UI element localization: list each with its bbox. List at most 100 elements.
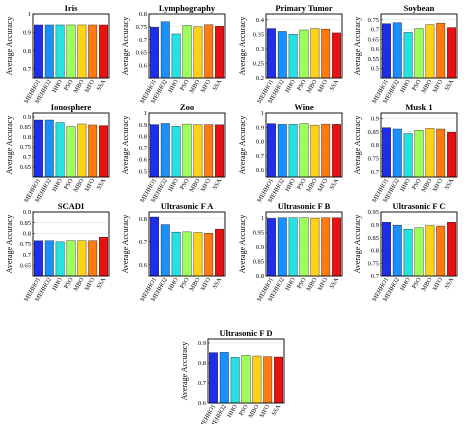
category-label: SSA <box>95 276 107 290</box>
bar-mbo <box>193 232 203 277</box>
category-label: SSA <box>328 78 340 92</box>
category-label: SSA <box>443 276 455 290</box>
bar-pso <box>241 355 251 404</box>
plot-border <box>265 13 343 79</box>
y-tick-label: 0.7 <box>23 154 32 161</box>
y-tick-label: 0.8 <box>256 273 264 280</box>
y-tick-label: 0.9 <box>198 340 206 347</box>
bar-mfo <box>436 22 446 79</box>
y-tick-label: 0.8 <box>371 248 379 255</box>
y-tick-label: 0.85 <box>20 124 31 131</box>
bar-mbo <box>425 24 435 79</box>
bar-ssa <box>215 228 224 277</box>
plot-border <box>207 338 285 404</box>
y-tick-label: 0.7 <box>198 380 207 387</box>
category-label: SSA <box>443 177 455 191</box>
category-label: SSA <box>211 276 223 290</box>
y-tick-label: 0.6 <box>371 46 380 53</box>
bar-hho <box>230 357 240 404</box>
y-axis-label: Average Accuracy <box>238 17 247 76</box>
y-tick-label: 0.65 <box>20 263 31 270</box>
y-tick-label: 0.95 <box>368 209 379 216</box>
y-axis-label: Average Accuracy <box>180 342 189 401</box>
bar-ssa <box>99 236 108 277</box>
y-tick-label: 0.9 <box>371 116 379 123</box>
category-label: MBO <box>420 177 433 193</box>
bar-pso <box>299 29 309 79</box>
y-tick-label: 0.8 <box>23 134 31 141</box>
category-label: HHO <box>284 177 297 193</box>
y-axis-label: Average Accuracy <box>5 215 14 274</box>
category-label: HHO <box>167 78 180 94</box>
bar-ssa <box>215 26 224 79</box>
bar-hho <box>403 228 413 277</box>
category-label: HHO <box>284 276 297 292</box>
y-tick-label: 0.65 <box>368 36 379 43</box>
panel-title: Lymphography <box>159 3 216 13</box>
y-axis-label: Average Accuracy <box>5 17 14 76</box>
bar-pso <box>182 231 192 277</box>
bar-mbo <box>310 28 320 79</box>
bar-mehho2 <box>277 217 287 277</box>
bar-hho <box>403 133 413 178</box>
bar-mehho2 <box>392 225 402 277</box>
category-label: MFO <box>432 177 445 193</box>
category-label: MBO <box>305 78 318 94</box>
y-tick-label: 1 <box>144 110 147 117</box>
bar-mehho2 <box>160 224 170 277</box>
y-tick-label: 0.7 <box>23 252 32 259</box>
y-tick-label: 0.7 <box>371 169 380 176</box>
y-tick-label: 0.85 <box>253 259 264 266</box>
category-label: HHO <box>167 177 180 193</box>
bar-ssa <box>332 217 341 277</box>
bar-mehho1 <box>267 123 276 178</box>
bar-hho <box>55 122 65 178</box>
plot-border <box>265 112 343 178</box>
plot-border <box>148 13 226 79</box>
bar-ssa <box>447 132 456 178</box>
category-label: HHO <box>399 276 412 292</box>
y-tick-label: 0.6 <box>256 167 265 174</box>
bar-ssa <box>99 24 108 79</box>
category-label: HHO <box>284 78 297 94</box>
y-axis-label: Average Accuracy <box>238 116 247 175</box>
bar-mfo <box>204 24 214 79</box>
plot-border <box>32 112 110 178</box>
y-tick-label: 1 <box>261 110 264 117</box>
bar-hho <box>171 231 181 277</box>
y-tick-label: 0.75 <box>368 17 379 24</box>
bar-mehho2 <box>392 22 402 79</box>
panel-title: SCADI <box>58 201 85 211</box>
y-tick-label: 0.9 <box>23 209 31 216</box>
y-tick-label: 0.6 <box>139 62 148 69</box>
category-label: HHO <box>399 177 412 193</box>
panel-8: 0.7 0.75 0.8 0.85 0.9 Musk 1 Average Accuracy M… <box>353 102 458 204</box>
panel-2: 0.6 0.65 0.7 0.75 0.8 Lymphography Average Acc… <box>121 3 226 105</box>
y-tick-label: 0.7 <box>139 239 148 246</box>
y-tick-label: 0.85 <box>368 235 379 242</box>
bar-mehho1 <box>382 23 391 79</box>
panel-title: Iris <box>65 3 78 13</box>
y-axis-label: Average Accuracy <box>353 116 362 175</box>
category-label: MFO <box>317 276 330 292</box>
y-tick-label: 0.9 <box>371 222 379 229</box>
category-label: MBO <box>188 78 201 94</box>
y-tick-label: 0.75 <box>368 260 379 267</box>
panel-title: Ultrasonic F D <box>219 328 272 338</box>
bar-mehho1 <box>267 28 276 79</box>
y-tick-label: 0.5 <box>371 66 379 73</box>
bar-mehho1 <box>267 218 276 277</box>
y-tick-label: 0.85 <box>368 129 379 136</box>
bar-hho <box>171 33 181 79</box>
panel-9: 0.65 0.7 0.75 0.8 0.85 0.9 SCADI Average Accura… <box>5 201 110 303</box>
y-tick-label: 0.2 <box>256 75 264 82</box>
bar-hho <box>171 126 181 178</box>
panel-title: Ultrasonic F B <box>278 201 331 211</box>
category-label: HHO <box>51 177 64 193</box>
category-label: SSA <box>95 78 107 92</box>
bar-mehho2 <box>219 352 229 404</box>
bar-mehho1 <box>34 240 43 277</box>
